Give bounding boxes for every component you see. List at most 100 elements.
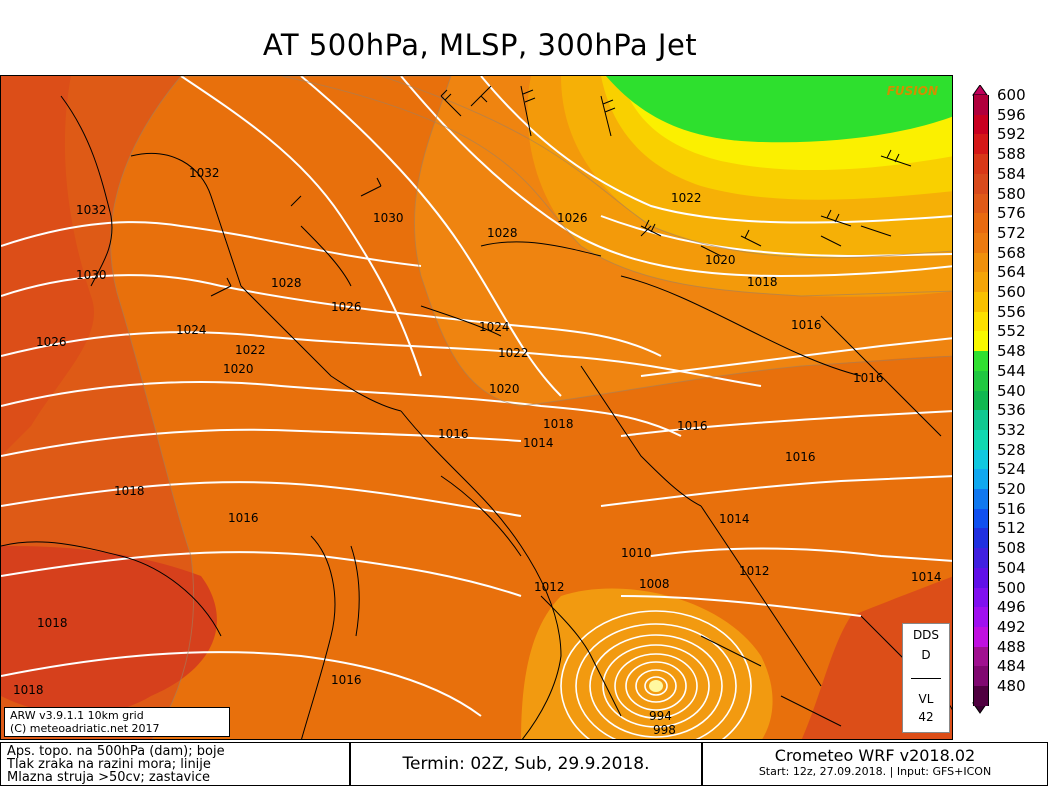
scale-swatch <box>973 489 989 510</box>
dds-value: D <box>921 648 931 662</box>
scale-label: 576 <box>997 204 1026 223</box>
pressure-label: 1028 <box>487 226 518 240</box>
pressure-label: 1032 <box>189 166 220 180</box>
scale-label: 508 <box>997 539 1026 558</box>
pressure-label: 1030 <box>373 211 404 225</box>
jet-barbs <box>210 85 912 297</box>
scale-label: 600 <box>997 86 1026 104</box>
scale-swatch <box>973 193 989 214</box>
pressure-label: 1014 <box>719 512 750 526</box>
scale-label: 520 <box>997 480 1026 498</box>
pressure-label: 1010 <box>621 546 652 560</box>
pressure-label: 1012 <box>534 580 565 594</box>
pressure-label: 1016 <box>438 427 469 441</box>
scale-swatch <box>973 232 989 254</box>
pressure-label: 1022 <box>498 346 529 360</box>
pressure-label: 1018 <box>114 484 145 498</box>
map-canvas <box>1 76 952 739</box>
pressure-label: 1020 <box>223 362 254 376</box>
scale-label: 596 <box>997 105 1026 124</box>
scale-swatch <box>973 292 989 313</box>
scale-label: 500 <box>997 578 1026 597</box>
scale-label: 492 <box>997 617 1026 636</box>
low-pressure-center <box>560 610 752 739</box>
scale-swatch <box>973 528 989 549</box>
field-584-west <box>1 76 94 456</box>
scale-label: 564 <box>997 263 1026 282</box>
low-core <box>649 680 663 692</box>
scale-label: 536 <box>997 401 1026 420</box>
pressure-label: 1026 <box>557 211 588 225</box>
pressure-label: 1020 <box>489 382 520 396</box>
scale-swatch <box>973 331 989 352</box>
scale-swatch <box>973 272 989 293</box>
fusion-watermark: FUSION <box>886 84 938 98</box>
scale-swatch <box>973 311 989 332</box>
legend-line: Tlak zraka na razini mora; linije <box>7 757 211 772</box>
model-version: Crometeo WRF v2018.02 <box>774 746 976 765</box>
run-start-info: Start: 12z, 27.09.2018. | Input: GFS+ICO… <box>758 765 992 778</box>
legend-line: Mlazna struja >50cv; zastavice <box>7 770 210 785</box>
weather-map: FUSION 1032 1032 1030 1030 1028 1026 102… <box>0 75 953 740</box>
dds-label: DDS <box>912 628 940 642</box>
pressure-label: 1016 <box>785 450 816 464</box>
pressure-label: 1012 <box>739 564 770 578</box>
scale-label: 548 <box>997 342 1026 361</box>
scale-label: 572 <box>997 223 1026 242</box>
footer: Aps. topo. na 500hPa (dam); boje Tlak zr… <box>0 742 1050 788</box>
coastlines <box>1 95 952 739</box>
scale-label: 480 <box>997 677 1026 695</box>
scale-label: 488 <box>997 637 1026 656</box>
pressure-label: 1016 <box>791 318 822 332</box>
scale-swatch <box>973 626 989 648</box>
pressure-label: 1026 <box>36 335 67 349</box>
model-version-box: Crometeo WRF v2018.02 Start: 12z, 27.09.… <box>702 742 1048 786</box>
pressure-label: 1014 <box>523 436 554 450</box>
pressure-label: 998 <box>653 723 676 737</box>
scale-swatch <box>973 351 989 372</box>
scale-label: 568 <box>997 243 1026 262</box>
scale-swatch <box>973 154 989 175</box>
scale-swatch <box>973 390 989 411</box>
scale-swatch <box>973 686 989 707</box>
scale-label: 552 <box>997 322 1026 341</box>
model-info-box: ARW v3.9.1.1 10km grid (C) meteoadriatic… <box>4 707 230 737</box>
scale-swatch <box>973 114 989 135</box>
scale-swatch <box>973 213 989 234</box>
pressure-label: 1032 <box>76 203 107 217</box>
scale-label: 556 <box>997 302 1026 321</box>
forecast-time-box: Termin: 02Z, Sub, 29.9.2018. <box>350 742 702 786</box>
vl-value: 42 <box>918 710 934 724</box>
pressure-label: 1018 <box>543 417 574 431</box>
pressure-label: 1016 <box>677 419 708 433</box>
pressure-label: 1026 <box>331 300 362 314</box>
scale-swatch <box>973 429 989 451</box>
field-548 <box>606 76 952 143</box>
legend-box: Aps. topo. na 500hPa (dam); boje Tlak zr… <box>0 742 350 786</box>
pressure-label: 1008 <box>639 577 670 591</box>
pressure-label: 1014 <box>911 570 942 584</box>
vl-label: VL <box>918 692 934 706</box>
scale-swatch <box>973 587 989 608</box>
pressure-label: 1022 <box>671 191 702 205</box>
copyright-line: (C) meteoadriatic.net 2017 <box>10 722 160 735</box>
scale-swatch <box>973 134 989 155</box>
pressure-label: 1016 <box>853 371 884 385</box>
scale-swatch <box>973 567 989 588</box>
scale-label: 540 <box>997 381 1026 400</box>
scale-swatch <box>973 508 989 529</box>
scale-swatch <box>973 95 989 116</box>
scale-swatch <box>973 173 989 194</box>
pressure-label: 1018 <box>747 275 778 289</box>
scale-label: 528 <box>997 440 1026 459</box>
scale-label: 484 <box>997 657 1026 676</box>
scale-label: 560 <box>997 283 1026 301</box>
scale-swatch <box>973 646 989 667</box>
scale-label: 532 <box>997 420 1026 439</box>
scale-label: 592 <box>997 125 1026 144</box>
scale-label: 544 <box>997 361 1026 380</box>
scale-swatch <box>973 548 989 569</box>
scale-swatch <box>973 252 989 273</box>
pressure-label: 1018 <box>37 616 68 630</box>
pressure-label: 1028 <box>271 276 302 290</box>
